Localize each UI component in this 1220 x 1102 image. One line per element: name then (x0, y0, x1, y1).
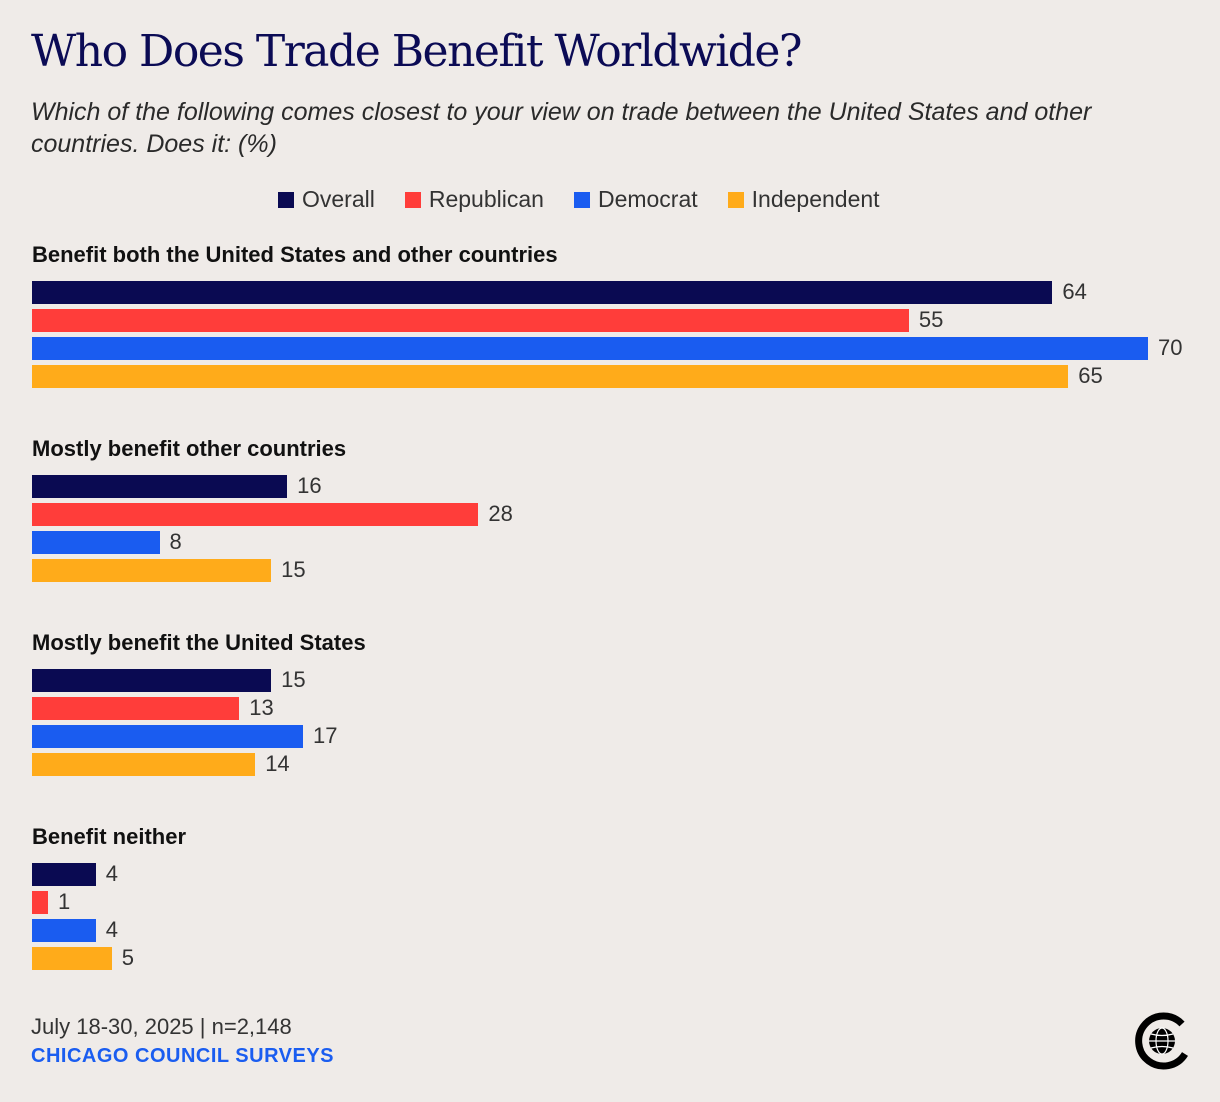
survey-date-sample: July 18-30, 2025 | n=2,148 (31, 1014, 292, 1039)
bar-republican (32, 308, 909, 332)
data-label: 5 (121, 945, 134, 970)
bar-democrat (32, 918, 96, 942)
data-label: 15 (281, 557, 306, 582)
data-label: 28 (488, 501, 513, 526)
bar-row: 17 (32, 722, 366, 750)
legend-item-republican: Republican (404, 186, 544, 213)
bar-democrat (32, 724, 304, 748)
bar-row: 70 (32, 334, 1182, 362)
category-label: Benefit both the United States and other… (32, 242, 558, 267)
data-label: 55 (918, 307, 944, 332)
bar-overall (32, 474, 288, 498)
legend-item-democrat: Democrat (573, 186, 698, 213)
bar-row: 64 (32, 278, 1182, 306)
bar-row: 16 (32, 472, 513, 500)
legend: Overall Republican Democrat Independent (278, 186, 880, 213)
category-label: Mostly benefit other countries (32, 436, 347, 461)
data-label: 65 (1078, 363, 1103, 388)
bar-group: Mostly benefit other countries 16 28 8 15 (32, 436, 513, 584)
legend-swatch (573, 191, 590, 208)
bar-row: 65 (32, 362, 1182, 390)
legend-item-overall: Overall (278, 186, 375, 213)
data-label: 70 (1158, 335, 1183, 360)
chart-subtitle: Which of the following comes closest to … (31, 98, 1092, 158)
legend-swatch (278, 191, 294, 208)
bar-independent (32, 558, 272, 582)
bar-independent (32, 364, 1069, 388)
bar-row: 4 (32, 860, 186, 888)
data-label: 4 (105, 917, 119, 942)
data-label: 13 (249, 695, 274, 720)
bar-group: Benefit both the United States and other… (32, 242, 1182, 390)
bar-row: 14 (32, 750, 366, 778)
source-label: CHICAGO COUNCIL SURVEYS (31, 1045, 335, 1067)
bar-row: 15 (32, 556, 513, 584)
legend-swatch (404, 191, 421, 208)
bar-row: 8 (32, 528, 513, 556)
bar-independent (32, 752, 256, 776)
bar-row: 55 (32, 306, 1182, 334)
chart-title: Who Does Trade Benefit Worldwide? (31, 26, 803, 77)
legend-label: Independent (751, 186, 880, 212)
bar-republican (32, 890, 48, 914)
bar-overall (32, 668, 272, 692)
data-label: 15 (281, 667, 306, 692)
data-label: 4 (105, 861, 119, 886)
bar-group: Benefit neither 4 1 4 5 (32, 824, 186, 972)
bar-democrat (32, 336, 1148, 360)
legend-label: Overall (302, 186, 375, 212)
bar-row: 28 (32, 500, 513, 528)
globe-logo-icon (1135, 1012, 1188, 1070)
data-label: 16 (297, 473, 322, 498)
data-label: 14 (265, 751, 290, 776)
data-label: 64 (1062, 279, 1087, 304)
category-label: Mostly benefit the United States (32, 630, 366, 655)
legend-label: Democrat (597, 186, 698, 212)
data-label: 8 (169, 529, 182, 554)
data-label: 17 (313, 723, 338, 748)
bar-row: 15 (32, 666, 366, 694)
category-label: Benefit neither (32, 824, 187, 849)
data-label: 1 (57, 889, 71, 914)
legend-item-independent: Independent (727, 186, 880, 213)
bar-independent (32, 946, 112, 970)
bar-group: Mostly benefit the United States 15 13 17 14 (32, 630, 366, 778)
bar-row: 5 (32, 944, 186, 972)
bar-republican (32, 696, 240, 720)
legend-swatch (727, 191, 744, 208)
bar-republican (32, 502, 479, 526)
legend-label: Republican (428, 186, 544, 212)
bar-row: 1 (32, 888, 186, 916)
bar-overall (32, 862, 96, 886)
bar-row: 4 (32, 916, 186, 944)
bar-row: 13 (32, 694, 366, 722)
bar-overall (32, 280, 1053, 304)
bar-democrat (32, 530, 160, 554)
